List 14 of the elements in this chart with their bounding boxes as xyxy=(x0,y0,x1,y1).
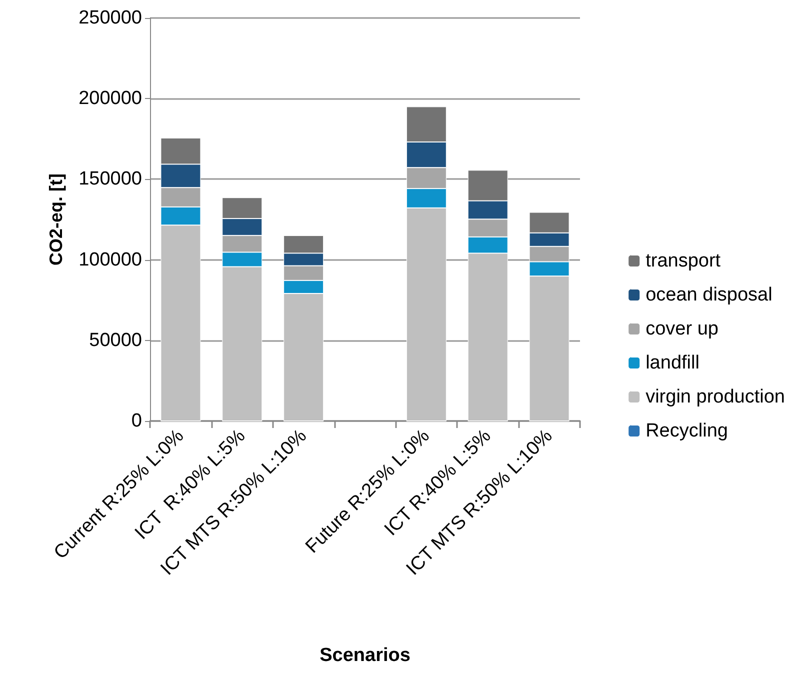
legend-label: transport xyxy=(646,250,722,272)
y-tick-label: 0 xyxy=(131,410,142,432)
x-axis-title: Scenarios xyxy=(320,645,410,666)
legend-label: virgin production xyxy=(646,386,786,408)
legend-label: Recycling xyxy=(646,420,728,442)
y-tick-label: 150000 xyxy=(78,168,142,190)
legend-label: ocean disposal xyxy=(646,284,772,306)
y-tick-label: 50000 xyxy=(89,330,142,351)
y-tick-label: 250000 xyxy=(78,8,142,28)
y-tick-label: 200000 xyxy=(78,88,142,110)
legend-label: landfill xyxy=(646,352,700,374)
y-axis-title: CO2-eq. [t] xyxy=(46,174,66,266)
legend-label: cover up xyxy=(646,318,718,340)
y-tick-label: 100000 xyxy=(78,249,142,270)
